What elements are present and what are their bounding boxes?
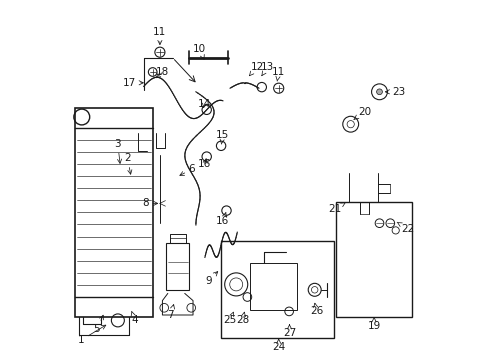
Text: 12: 12 bbox=[249, 62, 263, 76]
Text: 7: 7 bbox=[167, 305, 174, 320]
Text: 5: 5 bbox=[93, 315, 103, 334]
Text: 26: 26 bbox=[309, 303, 323, 316]
Text: 14: 14 bbox=[197, 99, 210, 109]
Text: 1: 1 bbox=[78, 325, 105, 345]
Text: 23: 23 bbox=[385, 87, 405, 97]
Text: 25: 25 bbox=[223, 312, 236, 325]
Text: 6: 6 bbox=[180, 164, 195, 175]
Text: 18: 18 bbox=[156, 67, 169, 78]
Text: 20: 20 bbox=[353, 107, 370, 120]
Text: 8: 8 bbox=[142, 198, 157, 208]
Bar bbox=[336, 202, 411, 317]
Text: 28: 28 bbox=[236, 312, 249, 325]
Text: 11: 11 bbox=[271, 67, 285, 81]
Text: 9: 9 bbox=[205, 271, 217, 286]
Bar bbox=[75, 108, 152, 317]
Text: 10: 10 bbox=[193, 44, 205, 59]
Text: 24: 24 bbox=[271, 339, 285, 352]
Bar bbox=[221, 241, 334, 338]
Text: 13: 13 bbox=[261, 62, 274, 76]
Text: 11: 11 bbox=[153, 27, 166, 45]
Text: 16: 16 bbox=[216, 212, 229, 226]
Text: 27: 27 bbox=[282, 325, 296, 338]
Text: 15: 15 bbox=[216, 130, 229, 144]
Text: 19: 19 bbox=[366, 318, 380, 331]
Text: 2: 2 bbox=[124, 153, 132, 174]
Text: 4: 4 bbox=[131, 311, 138, 325]
Text: 22: 22 bbox=[396, 222, 413, 234]
Text: 21: 21 bbox=[328, 202, 345, 214]
Text: 16: 16 bbox=[198, 159, 211, 169]
Circle shape bbox=[376, 89, 382, 95]
Bar bbox=[249, 263, 296, 310]
Text: 3: 3 bbox=[114, 139, 122, 163]
Text: 17: 17 bbox=[123, 78, 143, 88]
Bar bbox=[166, 243, 189, 290]
